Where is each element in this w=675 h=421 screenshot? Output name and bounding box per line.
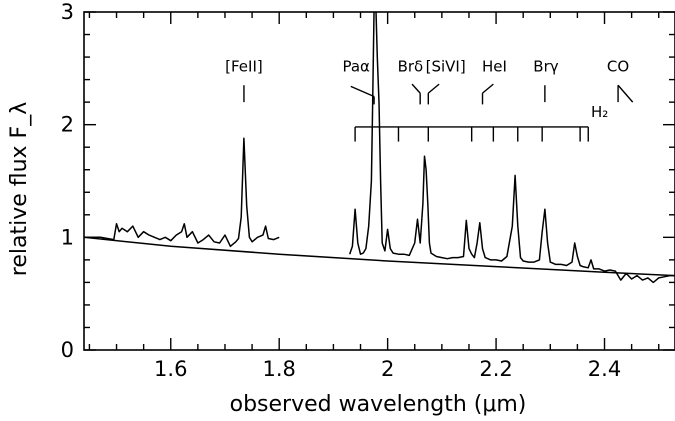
line-label: [SiVI]	[426, 58, 466, 76]
line-marker	[350, 85, 375, 98]
y-axis-label: relative flux F_λ	[7, 102, 32, 276]
x-tick-label: 1.8	[262, 357, 295, 381]
y-tick-label: 0	[61, 338, 74, 362]
x-tick-label: 2.4	[588, 357, 621, 381]
line-label: HeI	[482, 58, 507, 76]
line-annotations: [FeII] Paα Brδ [SiVI] HeI Brγ CO H₂	[225, 58, 634, 142]
x-axis-label: observed wavelength (μm)	[230, 392, 527, 417]
line-label: Paα	[342, 58, 370, 76]
plot-frame	[83, 11, 675, 351]
h2-label: H₂	[591, 103, 608, 121]
spectrum-line-0	[84, 137, 280, 248]
series	[84, 12, 675, 284]
x-tick-label: 1.6	[154, 357, 187, 381]
line-label: Brδ	[398, 58, 424, 76]
line-label: Brγ	[533, 58, 558, 76]
line-marker	[482, 83, 494, 94]
spectrum-line-1	[348, 12, 675, 284]
line-marker	[411, 83, 421, 94]
y-tick-label: 3	[61, 0, 74, 24]
line-marker	[617, 84, 634, 103]
x-tick-label: 2	[381, 357, 394, 381]
axes	[83, 11, 675, 351]
line-label: CO	[607, 58, 629, 76]
axis-ticks: 1.6 1.8 2 2.2 2.4 0 1 2 3	[61, 0, 675, 381]
y-tick-label: 2	[61, 113, 74, 137]
line-marker	[427, 83, 440, 94]
continuum-line-0	[84, 236, 675, 277]
line-label: [FeII]	[225, 58, 263, 76]
x-tick-label: 2.2	[479, 357, 512, 381]
y-tick-label: 1	[61, 225, 74, 249]
